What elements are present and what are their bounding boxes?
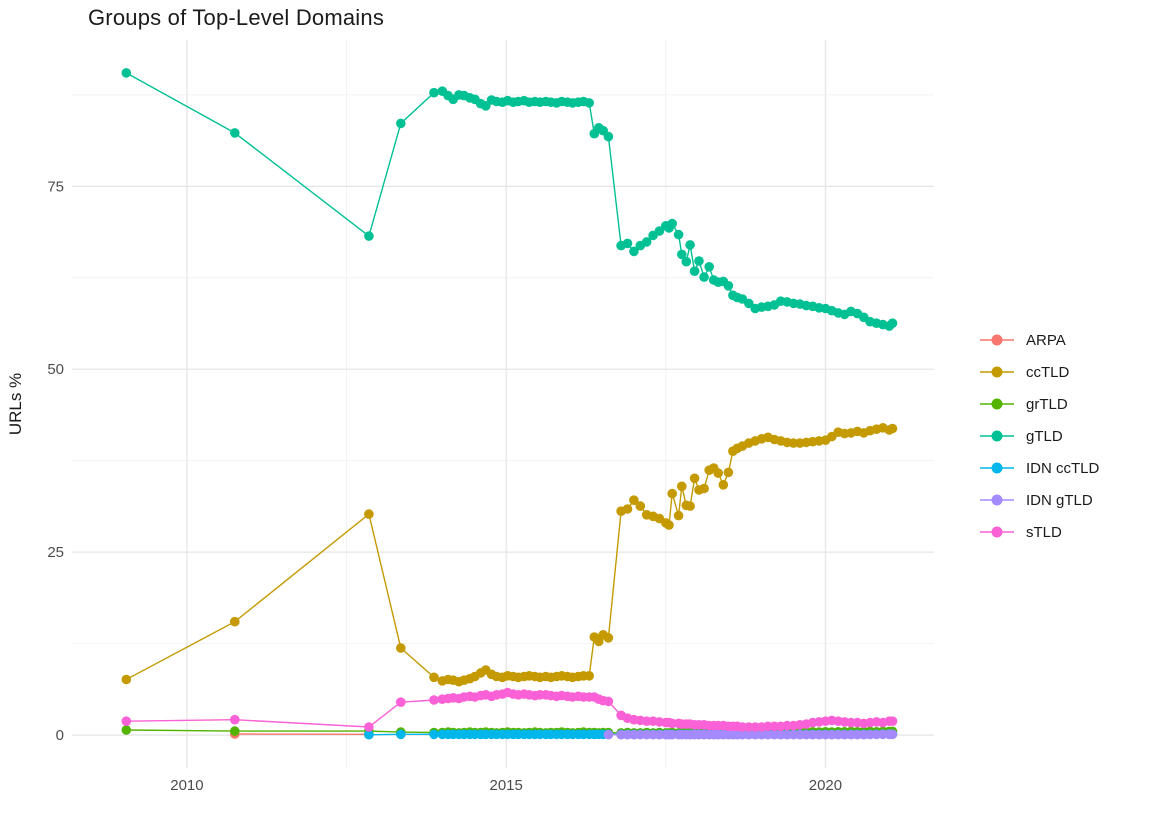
data-point-cctld [396, 643, 406, 653]
legend-item-grtld: grTLD [980, 388, 1099, 420]
legend-item-idn-gtld: IDN gTLD [980, 484, 1099, 516]
data-point-grtld [230, 726, 240, 736]
data-point-idn-cctld [396, 729, 406, 740]
data-point-cctld [667, 488, 677, 499]
data-point-cctld [887, 423, 898, 434]
legend-item-gtld: gTLD [980, 420, 1099, 452]
data-point-cctld [364, 509, 374, 519]
y-tick-label: 0 [56, 727, 64, 744]
data-point-cctld [677, 481, 687, 492]
data-point-cctld [635, 501, 646, 511]
data-point-cctld [584, 671, 594, 681]
legend-key-icon [980, 494, 1014, 506]
data-point-gtld [673, 229, 684, 240]
data-point-gtld [230, 128, 240, 138]
data-point-cctld [629, 495, 639, 506]
data-point-gtld [641, 237, 652, 247]
legend-item-label: ccTLD [1026, 363, 1070, 381]
series-line-gtld [125, 72, 893, 327]
y-tick-label: 25 [47, 544, 64, 561]
data-point-gtld [429, 87, 439, 98]
series-idn-gtld [603, 729, 898, 740]
legend-item-label: grTLD [1026, 395, 1068, 413]
data-point-cctld [673, 510, 684, 521]
data-point-gtld [622, 238, 633, 249]
data-point-idn-gtld [603, 729, 614, 740]
data-point-gtld [723, 281, 734, 291]
data-point-stld [121, 716, 132, 726]
series-cctld [121, 423, 898, 687]
data-point-stld [364, 722, 374, 732]
data-point-grtld [121, 725, 132, 735]
data-point-cctld [664, 520, 674, 530]
chart-title: Groups of Top-Level Domains [88, 5, 385, 30]
data-point-idn-cctld [429, 729, 439, 740]
data-point-gtld [584, 98, 594, 108]
data-point-cctld [121, 674, 132, 685]
data-point-gtld [364, 231, 374, 241]
data-point-gtld [629, 246, 639, 257]
legend-item-cctld: ccTLD [980, 356, 1099, 388]
legend-item-label: gTLD [1026, 427, 1063, 445]
legend-key-icon [980, 334, 1014, 346]
series-gtld [121, 68, 898, 331]
legend-key-icon [980, 526, 1014, 538]
data-point-gtld [685, 240, 695, 250]
data-point-gtld [667, 218, 677, 229]
data-point-cctld [429, 672, 439, 683]
series-stld [121, 687, 898, 732]
data-point-cctld [718, 480, 729, 490]
legend-item-idn-cctld: IDN ccTLD [980, 452, 1099, 484]
data-point-cctld [622, 504, 633, 514]
data-point-gtld [694, 256, 704, 266]
data-point-cctld [699, 483, 709, 494]
data-point-stld [230, 714, 240, 725]
data-point-gtld [677, 249, 687, 260]
legend-key-icon [980, 366, 1014, 378]
data-point-gtld [654, 226, 665, 236]
data-point-gtld [699, 272, 709, 282]
y-tick-label: 75 [47, 178, 64, 195]
legend-item-arpa: ARPA [980, 324, 1099, 356]
data-point-gtld [887, 318, 898, 329]
data-point-cctld [603, 633, 614, 643]
data-point-gtld [689, 266, 700, 277]
data-point-gtld [744, 298, 754, 309]
legend-item-label: ARPA [1026, 331, 1066, 349]
data-point-cctld [723, 467, 734, 478]
data-point-gtld [121, 68, 132, 78]
legend-key-icon [980, 462, 1014, 474]
data-point-stld [429, 695, 439, 705]
x-tick-label: 2010 [170, 777, 203, 794]
legend: ARPA ccTLD grTLD gTLD IDN ccTLD IDN gTLD sTLD [980, 324, 1099, 548]
data-point-gtld [681, 256, 692, 267]
data-point-idn-gtld [887, 729, 898, 740]
data-point-idn-cctld [364, 729, 374, 740]
data-point-gtld [704, 262, 714, 272]
data-point-stld [603, 696, 614, 707]
series-line-stld [126, 691, 893, 728]
legend-key-icon [980, 398, 1014, 410]
data-point-cctld [713, 468, 723, 478]
legend-item-stld: sTLD [980, 516, 1099, 548]
data-point-stld [396, 697, 406, 707]
data-point-gtld [603, 131, 614, 142]
data-point-stld [887, 716, 898, 726]
y-tick-label: 50 [47, 361, 64, 378]
x-tick-label: 2020 [809, 777, 842, 794]
data-point-cctld [685, 501, 695, 511]
legend-item-label: IDN ccTLD [1026, 459, 1100, 477]
legend-item-label: sTLD [1026, 523, 1062, 541]
legend-item-label: IDN gTLD [1026, 491, 1093, 509]
y-axis-title: URLs % [6, 372, 25, 436]
data-point-gtld [396, 118, 406, 129]
legend-key-icon [980, 430, 1014, 442]
data-point-cctld [689, 473, 700, 484]
data-point-cctld [230, 616, 240, 627]
x-tick-label: 2015 [490, 777, 523, 794]
